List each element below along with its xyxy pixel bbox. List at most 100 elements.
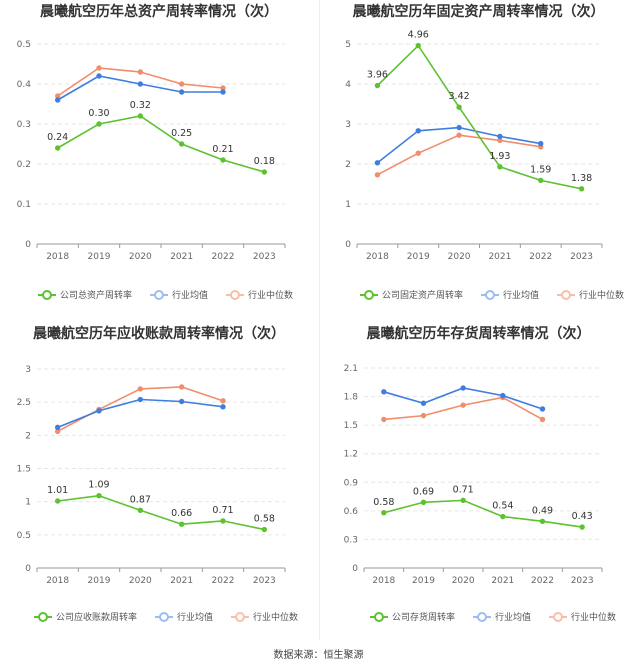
data-label: 3.42 [449,91,470,102]
data-point-company [96,121,102,127]
data-label: 0.30 [88,108,109,119]
x-tick-label: 2019 [88,576,111,586]
chart-plot: 0 0.1 0.2 0.3 0.4 0.5 2018 2019 2020 2021 2022 2023… [17,40,286,262]
series-line-company [57,494,265,531]
legend-item-industry-median[interactable]: 行业中位数 [226,288,293,301]
legend-label: 行业均值 [177,613,214,623]
x-tick-label: 2020 [452,576,475,586]
data-point-industry-avg [54,424,61,431]
legend-swatch-orange [226,289,245,300]
x-tick-label: 2022 [212,576,235,586]
data-point-industry-avg [178,89,185,95]
x-tick-label: 2022 [212,252,235,262]
data-label: 1.09 [88,480,109,491]
y-tick-label: 1 [345,200,351,210]
y-tick-label: 0.5 [17,531,31,541]
x-tick-label: 2023 [253,576,276,586]
data-label: 0.58 [254,514,275,525]
legend-item-industry-median[interactable]: 行业中位数 [231,610,298,623]
data-label: 0.54 [492,501,513,512]
legend-swatch-blue [481,289,500,300]
legend-item-company[interactable]: 公司应收账款周转率 [34,610,137,623]
legend-label: 公司总资产周转率 [60,291,133,301]
data-point-industry-avg [500,392,506,399]
data-label: 0.69 [413,486,434,497]
legend-item-industry-avg[interactable]: 行业均值 [150,288,208,301]
y-tick-label: 0.4 [17,80,32,90]
chart-legend: 公司固定资产周转率 行业均值 行业中位数 [360,288,624,301]
data-point-company [54,145,61,151]
data-point-industry-avg [456,124,462,131]
y-tick-label: 0 [25,240,31,250]
data-point-company [460,497,466,504]
legend-item-company[interactable]: 公司存货周转率 [370,610,455,623]
x-tick-label: 2021 [170,252,193,262]
legend-item-industry-avg[interactable]: 行业均值 [473,610,531,623]
data-point-industry-median [539,416,546,423]
y-tick-label: 1.5 [344,421,358,431]
legend-item-industry-avg[interactable]: 行业均值 [481,288,539,301]
legend-item-industry-median[interactable]: 行业中位数 [549,610,616,623]
panel-divider [319,0,320,640]
data-point-industry-avg [96,73,102,79]
data-label: 0.58 [373,497,394,508]
x-tick-label: 2022 [531,576,554,586]
data-point-company [539,518,546,525]
series-line-company [57,115,265,173]
data-point-industry-avg [374,160,381,166]
series-line-industry-avg [57,398,224,429]
y-tick-label: 0.3 [344,535,358,545]
chart-plot: 0 0.3 0.6 0.9 1.2 1.5 1.8 2.1 2018 2019 2020 2021 20… [344,364,603,586]
data-label: 0.66 [171,508,192,519]
y-tick-label: 0.3 [17,120,31,130]
y-tick-label: 0 [352,564,358,574]
data-point-industry-avg [539,406,546,412]
data-point-industry-avg [54,97,61,103]
legend-item-industry-median[interactable]: 行业中位数 [557,288,624,301]
data-point-industry-avg [137,81,144,87]
chart-legend: 公司总资产周转率 行业均值 行业中位数 [38,288,293,301]
legend-item-company[interactable]: 公司固定资产周转率 [360,288,463,301]
data-point-industry-median [460,402,466,408]
y-tick-label: 2.1 [344,364,358,374]
x-tick-label: 2019 [407,252,430,262]
x-tick-label: 2023 [253,252,276,262]
chart-title: 晨曦航空历年总资产周转率情况（次） [40,4,278,20]
data-point-industry-avg [178,398,185,405]
data-point-company [579,524,585,530]
data-label: 1.38 [571,173,592,184]
data-label: 1.93 [489,151,510,162]
data-point-company [538,177,544,184]
series-line-company [376,44,582,190]
data-point-company [137,113,144,119]
legend-item-industry-avg[interactable]: 行业均值 [155,610,213,623]
y-tick-label: 0.5 [17,40,31,50]
data-point-industry-median [220,398,226,404]
data-point-industry-median [137,386,144,392]
series-line-industry-median [57,386,224,433]
x-tick-label: 2019 [412,576,435,586]
data-point-company [54,498,61,504]
x-tick-label: 2023 [571,576,594,586]
legend-swatch-orange [557,289,576,300]
data-point-company [178,141,185,147]
data-point-company [137,507,144,513]
legend-label: 行业均值 [495,613,532,623]
chart-title: 晨曦航空历年固定资产周转率情况（次） [352,4,605,20]
legend-label: 公司存货周转率 [392,613,456,623]
data-point-company [220,518,226,524]
legend-label: 行业均值 [172,291,209,301]
x-tick-label: 2021 [488,252,511,262]
chart-panel-fixed-asset-turnover: 晨曦航空历年固定资产周转率情况（次） 0 1 2 3 4 5 2018 2019 2020 202… [320,0,637,320]
data-point-industry-avg [220,404,226,410]
legend-item-company[interactable]: 公司总资产周转率 [38,288,132,301]
data-point-industry-avg [381,389,387,395]
data-point-industry-avg [460,385,466,391]
chart-title: 晨曦航空历年应收账款周转率情况（次） [33,326,285,342]
chart-panel-inventory-turnover: 晨曦航空历年存货周转率情况（次） 0 0.3 0.6 0.9 1.2 1.5 1.8 2.1 2… [320,322,637,642]
y-tick-label: 0 [25,564,31,574]
data-label: 0.71 [212,505,233,516]
y-tick-label: 2 [25,431,31,441]
x-tick-label: 2022 [529,252,552,262]
data-point-company [374,82,381,89]
